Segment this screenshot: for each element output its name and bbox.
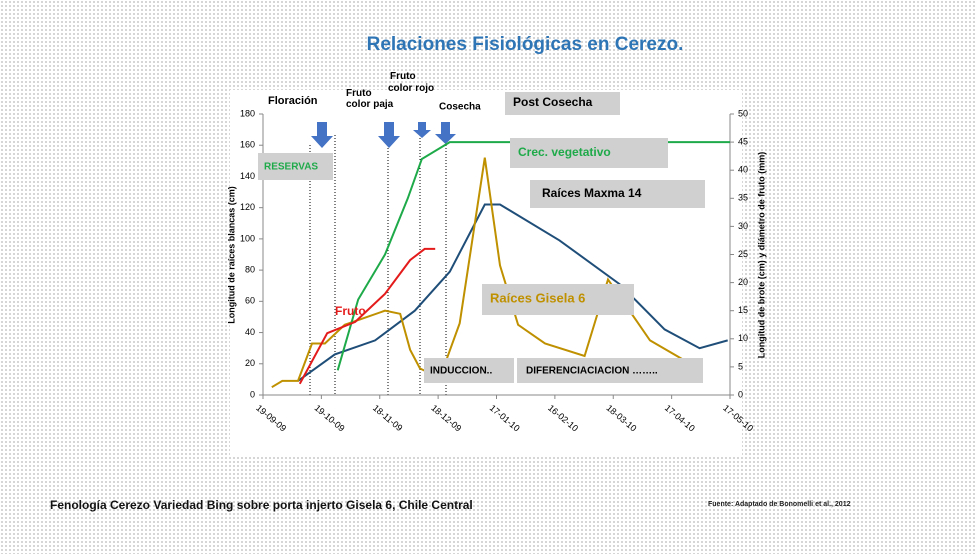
phase-label: Cosecha [439, 102, 481, 113]
y2-tick-label: 50 [738, 108, 748, 118]
y-tick-label: 100 [240, 233, 255, 243]
caption: Fenología Cerezo Variedad Bing sobre por… [50, 498, 473, 512]
series-label: Fruto [335, 304, 366, 318]
source: Fuente: Adaptado de Bonomelli et al., 20… [708, 501, 851, 508]
phase-label: INDUCCION.. [430, 366, 492, 377]
y-tick-label: 0 [250, 389, 255, 399]
y-tick-label: 40 [245, 327, 255, 337]
y-tick-label: 20 [245, 358, 255, 368]
chart: Relaciones Fisiológicas en Cerezo. Fenol… [0, 0, 977, 554]
series-label: Raíces Gisela 6 [490, 290, 585, 305]
y-tick-label: 60 [245, 296, 255, 306]
y2-tick-label: 40 [738, 165, 748, 175]
y-tick-label: 180 [240, 108, 255, 118]
y2-axis-title: Longitud de brote (cm) y diámetro de fru… [756, 152, 766, 359]
y2-tick-label: 5 [738, 361, 743, 371]
phase-label: RESERVAS [264, 162, 318, 173]
y-tick-label: 120 [240, 202, 255, 212]
y2-tick-label: 25 [738, 249, 748, 259]
y-tick-label: 140 [240, 171, 255, 181]
series-label: Raíces Maxma 14 [542, 186, 642, 200]
phase-label: Post Cosecha [513, 95, 593, 109]
y-axis-title: Longitud de raíces blancas (cm) [226, 186, 236, 324]
phase-label: DIFERENCIACIACION …….. [526, 366, 658, 377]
y2-tick-label: 10 [738, 333, 748, 343]
phase-label: Floración [268, 95, 318, 107]
slide-title: Relaciones Fisiológicas en Cerezo. [367, 34, 684, 55]
y2-tick-label: 20 [738, 277, 748, 287]
y2-tick-label: 15 [738, 305, 748, 315]
slide: Relaciones Fisiológicas en Cerezo. Fenol… [0, 0, 977, 554]
y2-tick-label: 30 [738, 221, 748, 231]
y2-tick-label: 45 [738, 136, 748, 146]
series-label: Crec. vegetativo [518, 145, 611, 159]
y2-tick-label: 0 [738, 389, 743, 399]
y2-tick-label: 35 [738, 193, 748, 203]
y-tick-label: 160 [240, 140, 255, 150]
y-tick-label: 80 [245, 264, 255, 274]
